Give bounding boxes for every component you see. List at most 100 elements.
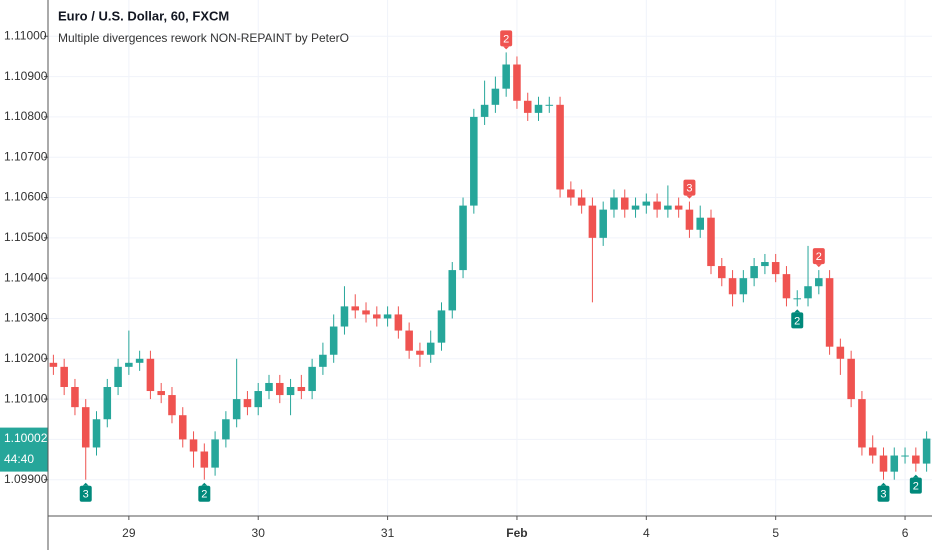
divergence-label: 2 <box>500 30 513 50</box>
divergence-badge <box>198 485 211 502</box>
candle-body <box>308 366 316 392</box>
divergence-pointer <box>912 474 919 478</box>
candle-body <box>728 278 737 295</box>
chart-title: Euro / U.S. Dollar, 60, FXCM <box>58 8 229 23</box>
candle-body <box>470 116 478 206</box>
candle-body <box>750 266 758 279</box>
candle-body <box>340 306 349 327</box>
divergence-badge <box>791 312 804 329</box>
candle-body <box>545 104 554 106</box>
divergence-pointer <box>686 195 693 199</box>
candle-body <box>319 354 327 367</box>
candle-body <box>286 387 295 396</box>
chart-subtitle: Multiple divergences rework NON-REPAINT … <box>58 31 349 45</box>
y-tick-label: 1.10600 <box>4 190 48 204</box>
y-tick-label: 1.10200 <box>4 351 48 365</box>
divergence-label: 3 <box>79 482 92 502</box>
divergence-badge <box>79 485 92 502</box>
candle-body <box>502 64 510 89</box>
x-tick-label: 31 <box>381 526 395 540</box>
candle-body <box>157 391 165 396</box>
candle-body <box>49 362 58 367</box>
divergence-badge <box>877 485 890 502</box>
candle-body <box>599 209 607 238</box>
candle-body <box>782 274 791 299</box>
candle-body <box>416 350 424 355</box>
divergence-label: 2 <box>812 248 825 268</box>
candle-body <box>232 399 241 420</box>
candle-body <box>685 209 694 230</box>
candle-body <box>480 104 489 117</box>
candle-body <box>523 100 532 113</box>
candle-body <box>642 201 651 206</box>
divergence-pointer <box>815 264 822 268</box>
labels: 1.099001.100001.101001.102001.103001.104… <box>0 28 922 540</box>
candle-body <box>674 205 683 210</box>
x-tick-label: 30 <box>252 526 266 540</box>
candle-body <box>383 314 392 319</box>
candle-body <box>297 387 306 392</box>
x-tick-label: 6 <box>902 526 909 540</box>
divergence-pointer <box>82 482 89 486</box>
divergence-badge <box>683 179 696 196</box>
divergence-text: 2 <box>503 33 509 45</box>
divergence-pointer <box>880 482 887 486</box>
y-tick-label: 1.11000 <box>4 28 47 42</box>
candle-body <box>81 407 90 448</box>
candle-body <box>491 88 500 105</box>
divergence-pointer <box>503 46 510 50</box>
y-tick-label: 1.10100 <box>4 391 48 405</box>
candle-body <box>696 217 704 230</box>
y-tick-label: 1.10900 <box>4 69 48 83</box>
candle-body <box>394 314 403 331</box>
candle-body <box>890 455 899 472</box>
divergence-label: 2 <box>198 482 211 502</box>
divergence-badge <box>909 477 922 494</box>
candle-body <box>92 419 101 448</box>
candle-body <box>761 262 769 267</box>
x-tick-label: 4 <box>643 526 650 540</box>
candle-body <box>847 358 855 400</box>
candle-body <box>276 382 284 396</box>
candles <box>49 52 931 480</box>
candle-body <box>222 419 230 440</box>
candle-body <box>858 399 866 448</box>
candle-body <box>901 455 909 457</box>
divergence-text: 2 <box>201 489 207 501</box>
candle-body <box>534 104 543 113</box>
y-tick-label: 1.09900 <box>4 472 48 486</box>
divergence-badge <box>500 30 513 47</box>
candle-body <box>189 439 198 452</box>
candle-body <box>922 438 931 464</box>
candle-body <box>588 205 597 238</box>
candle-body <box>513 64 521 101</box>
candle-body <box>71 387 79 408</box>
x-tick-label: 29 <box>122 526 136 540</box>
candle-body <box>739 278 748 295</box>
y-tick-label: 1.10500 <box>4 230 48 244</box>
candle-body <box>211 439 219 468</box>
candle-body <box>556 104 564 190</box>
y-tick-label: 1.10400 <box>4 270 48 284</box>
candle-body <box>103 387 112 420</box>
divergence-label: 2 <box>909 474 922 494</box>
candle-body <box>718 266 726 279</box>
candle-body <box>825 278 834 347</box>
candle-body <box>664 205 672 210</box>
divergence-text: 3 <box>83 489 89 501</box>
candle-body <box>243 399 252 408</box>
candle-body <box>771 262 780 275</box>
candle-body <box>329 326 338 355</box>
candle-body <box>912 455 920 464</box>
candle-body <box>653 201 661 210</box>
candle-body <box>448 270 457 311</box>
candle-body <box>426 342 435 355</box>
candle-body <box>178 415 187 440</box>
divergence-text: 2 <box>816 251 822 263</box>
divergence-badge <box>812 248 825 265</box>
divergence-label: 3 <box>877 482 890 502</box>
candle-body <box>200 451 209 468</box>
